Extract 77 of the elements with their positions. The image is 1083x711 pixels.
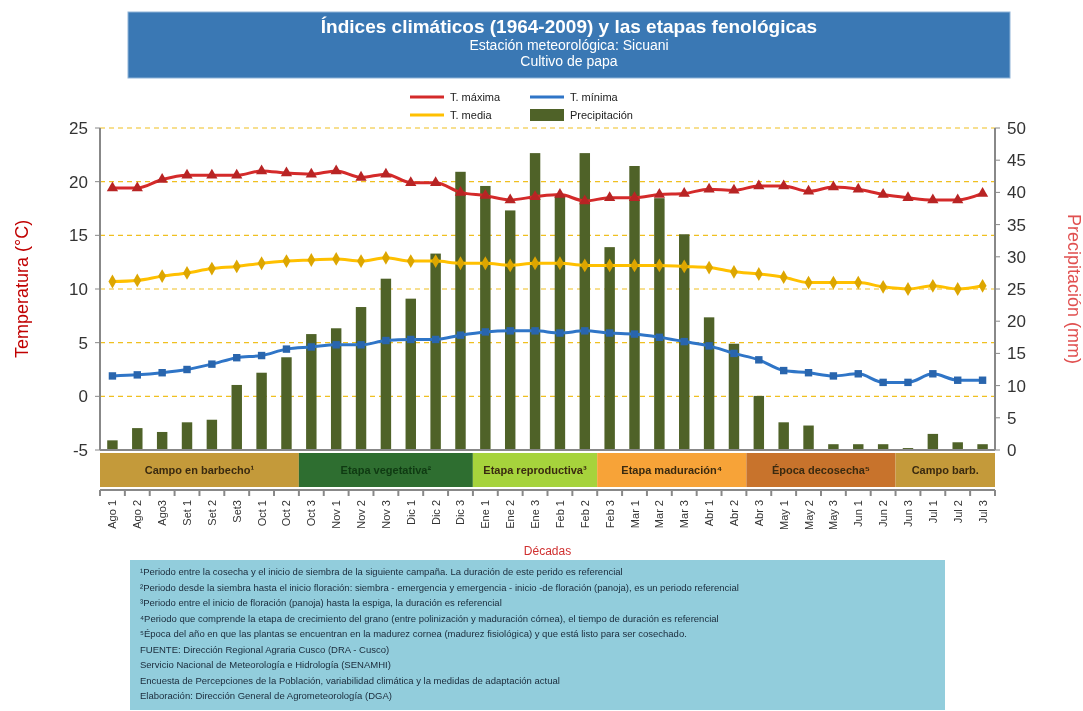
y-tick-label: 25 [69,119,88,138]
y2-tick-label: 20 [1007,312,1026,332]
text: ⁴Periodo que comprende la etapa de crecimiento del grano (entre polinización y maduración córnea), el tiempo de duración es referencial [140,612,719,624]
x-tick-label: Ago3 [156,500,169,526]
y-tick-label: 20 [69,172,88,192]
text: ³Periodo entre el inicio de floración (panoja) hasta la espiga, la duración es referencial [140,597,502,608]
y-tick-label: -5 [72,441,88,460]
x-tick-label: Oct 3 [305,500,318,527]
y2-tick-label: 25 [1007,280,1026,299]
y-axis-title: Temperatura (°C) [12,219,32,359]
series-label: Época decosecha⁵ [771,464,871,476]
x-axis-title: Décadas [523,544,572,558]
x-tick-label: Jul 1 [926,500,939,524]
y2-tick-label: 0 [1007,441,1017,460]
y2-tick-label: 45 [1007,151,1026,171]
legend-label: T. mínima [570,91,619,103]
x-tick-label: Set 1 [181,500,194,526]
y2-axis-title: Precipitación (mm) [1064,213,1083,365]
series-label: Etapa reproductiva³ [483,464,587,476]
x-tick-label: Mar 3 [678,500,691,529]
text: ²Periodo desde la siembra hasta el inicio floración: siembra - emergencia y emergencia - inicio -de floración (panoja), es un periodo referencial [140,581,739,593]
y2-tick-label: 5 [1007,408,1017,428]
text: Elaboración: Dirección General de Agrometeorología (DGA) [140,690,392,701]
x-tick-label: Jul 3 [976,500,989,524]
chart-title: Índices climáticos (1964-2009) y las etapas fenológicas [320,16,818,37]
y-tick-label: 0 [78,387,88,407]
x-tick-label: Jun 2 [877,500,890,527]
x-tick-label: Jun 1 [852,500,865,527]
x-tick-label: May 3 [827,500,840,530]
y2-tick-label: 30 [1007,247,1026,267]
x-tick-label: Dic 3 [454,500,467,526]
x-tick-label: May 2 [802,500,815,530]
x-tick-label: Abr 1 [703,500,716,527]
x-tick-label: Ene 3 [529,500,542,529]
source-note: FUENTE: Dirección Regional Agraria Cusco (DRA - Cusco) [140,643,390,655]
y2-tick-label: 15 [1007,344,1026,364]
x-tick-label: Dic 2 [429,500,442,526]
y-tick-label: 5 [78,333,88,353]
y-tick-label: 10 [69,280,88,299]
y2-tick-label: 40 [1007,183,1026,203]
x-tick-label: Mar 2 [653,500,666,529]
x-tick-label: Jul 2 [951,500,964,524]
x-tick-label: Ene 1 [479,500,492,529]
x-tick-label: Oct 2 [280,500,293,527]
x-tick-label: Jun 3 [901,500,914,527]
x-tick-label: Mar 1 [628,500,641,529]
y2-tick-label: 10 [1007,376,1026,396]
x-tick-label: Feb 3 [603,500,616,529]
y2-tick-label: 50 [1007,119,1026,138]
text: Encuesta de Percepciones de la Población, variabilidad climática y la medidas de adaptación actual [140,674,560,686]
text: ⁵Época del año en que las plantas se encuentran en la madurez cornea (madurez fisiológica) y que está listo para ser cosechado. [140,628,687,639]
x-tick-label: Nov 2 [355,500,368,529]
x-tick-label: Nov 1 [330,500,343,529]
series-label: Campo en barbecho¹ [144,464,255,476]
series-label: Etapa maduración⁴ [621,464,723,476]
y2-tick-label: 35 [1007,215,1026,235]
x-tick-label: Abr 3 [752,500,765,527]
text: ¹Periodo entre la cosecha y el inicio de siembra de la siguiente campaña. La duración de este perido es referencial [140,566,623,577]
legend-label: T. media [450,109,493,121]
y-tick-label: 15 [69,226,88,246]
x-tick-label: Abr 2 [727,500,740,527]
x-tick-label: Feb 2 [578,500,591,529]
x-tick-label: Feb 1 [553,500,566,529]
x-tick-label: Ene 2 [504,500,517,529]
x-tick-label: Nov 3 [379,500,392,529]
series-label: Campo barb. [911,464,979,476]
x-tick-label: Ago 1 [106,500,119,529]
legend-label: Precipitación [570,109,633,121]
legend-label: T. máxima [450,91,501,103]
x-tick-label: Ago 2 [131,500,144,529]
x-tick-label: May 1 [777,500,790,530]
text: Servicio Nacional de Meteorología e Hidrología (SENAMHI) [140,659,391,670]
x-tick-label: Dic 1 [404,500,417,526]
x-tick-label: Set 2 [205,500,218,526]
x-tick-label: Oct 1 [255,500,268,527]
x-tick-label: Set3 [230,500,243,523]
chart-subtitle: Estación meteorológica: Sicuani Cultivo de papa [469,37,669,69]
